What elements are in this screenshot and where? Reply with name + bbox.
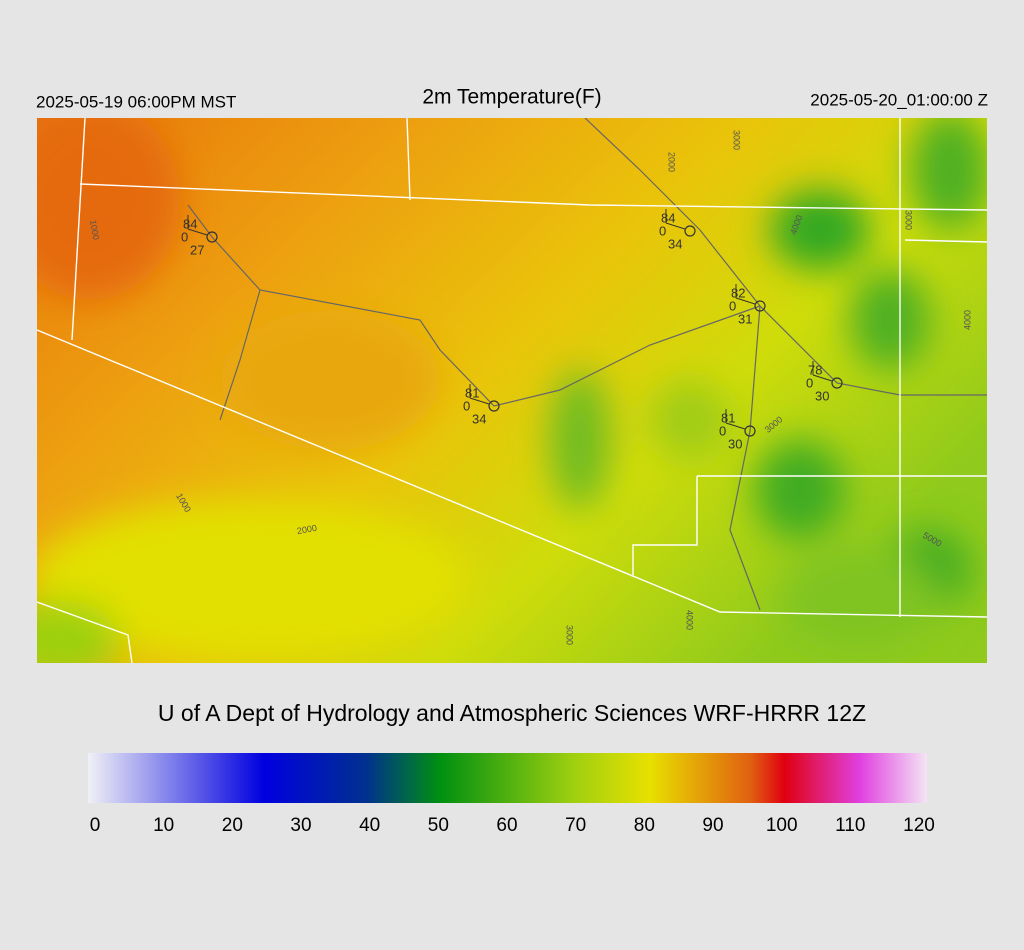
contour-label: 3000	[565, 625, 575, 645]
contour-label: 3000	[904, 210, 914, 230]
station-wind: 0	[463, 398, 470, 413]
map	[37, 118, 987, 663]
station-dewpoint: 30	[728, 436, 742, 451]
wind-barb	[187, 228, 208, 236]
contour-label: 1000	[88, 219, 101, 240]
station-marker	[744, 425, 756, 437]
colorbar-tick-label: 50	[428, 815, 449, 836]
contour-label: 4000	[685, 610, 695, 630]
valid-time-local: 2025-05-19 06:00PM MST	[36, 92, 236, 111]
wind-barb	[665, 222, 686, 230]
station-temp: 81	[721, 410, 735, 425]
station-marker	[831, 377, 843, 389]
station-dewpoint: 30	[815, 388, 829, 403]
station-marker	[754, 300, 766, 312]
station-wind: 0	[806, 375, 813, 390]
colorbar-tick-label: 120	[903, 815, 935, 836]
colorbar-tick-label: 90	[702, 815, 723, 836]
station-temp: 84	[183, 216, 197, 231]
station-temp: 81	[465, 385, 479, 400]
station-wind: 0	[181, 229, 188, 244]
station-dewpoint: 34	[472, 411, 486, 426]
contour-label: 2000	[667, 152, 677, 172]
station-marker	[206, 231, 218, 243]
station-wind: 0	[719, 423, 726, 438]
wind-barb	[812, 374, 833, 382]
colorbar-ticks: 0 10 20 30 40 50 60 70 80 90 100 110 120	[90, 815, 935, 836]
colorbar-tick-label: 80	[634, 815, 655, 836]
station-dewpoint: 27	[190, 242, 204, 257]
colorbar-tick-label: 10	[153, 815, 174, 836]
colorbar-tick-label: 110	[835, 815, 865, 836]
station-temp: 78	[808, 362, 822, 377]
wind-barb	[725, 422, 746, 430]
credit: U of A Dept of Hydrology and Atmospheric…	[158, 700, 866, 726]
wind-barb	[469, 397, 490, 405]
colorbar-tick-label: 20	[222, 815, 243, 836]
station-temp: 84	[661, 210, 675, 225]
contour-label: 2000	[296, 523, 317, 536]
wind-barb	[735, 297, 756, 305]
contour-label: 4000	[962, 310, 972, 330]
valid-time-utc: 2025-05-20_01:00:00 Z	[810, 90, 988, 109]
colorbar-tick-label: 60	[496, 815, 517, 836]
station-dewpoint: 31	[738, 311, 752, 326]
colorbar-tick-label: 30	[290, 815, 311, 836]
station-dewpoint: 34	[668, 236, 682, 251]
colorbar-tick-label: 70	[565, 815, 586, 836]
station-temp: 82	[731, 285, 745, 300]
station-marker	[684, 225, 696, 237]
colorbar-tick-label: 40	[359, 815, 380, 836]
station-wind: 0	[729, 298, 736, 313]
contour-label: 3000	[732, 130, 742, 150]
map-title: 2m Temperature(F)	[422, 86, 601, 109]
colorbar-tick-label: 0	[90, 815, 101, 836]
colorbar	[88, 753, 927, 803]
station-marker	[488, 400, 500, 412]
colorbar-tick-label: 100	[766, 815, 798, 836]
station-wind: 0	[659, 223, 666, 238]
